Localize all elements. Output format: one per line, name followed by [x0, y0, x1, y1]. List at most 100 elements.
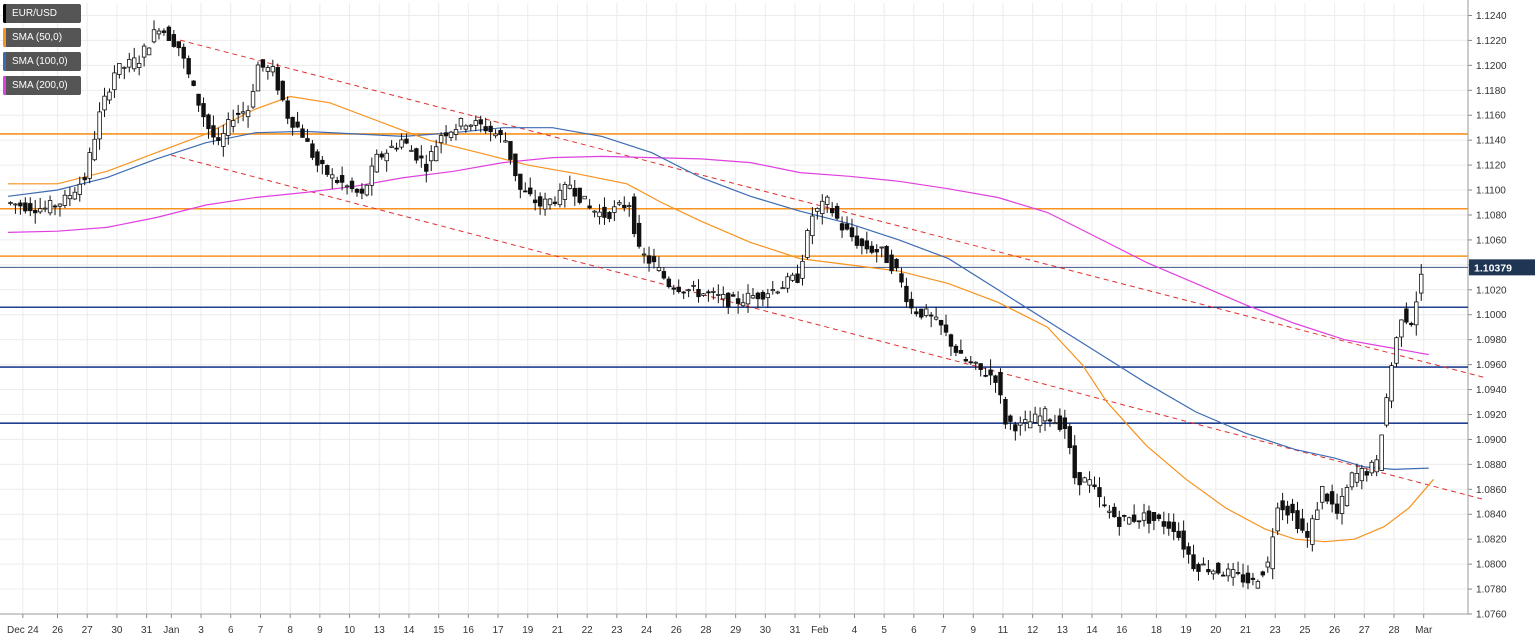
candle-body — [622, 204, 627, 208]
x-tick-label: 13 — [374, 625, 386, 636]
candle-body — [1414, 301, 1419, 326]
candle-body — [542, 198, 548, 210]
candle-body — [1359, 468, 1365, 482]
candle-body — [1191, 554, 1196, 570]
candle-body — [1201, 563, 1206, 566]
candle-body — [726, 292, 731, 308]
candle-body — [1320, 485, 1325, 503]
x-tick-label: 20 — [1210, 625, 1222, 636]
candle-body — [52, 205, 58, 208]
candle-body — [359, 188, 365, 194]
y-tick-label: 1.1240 — [1476, 11, 1507, 22]
legend-label: SMA (50,0) — [12, 32, 63, 43]
candle-body — [226, 119, 231, 136]
candle-body — [1042, 408, 1048, 422]
legend-swatch — [3, 28, 6, 47]
y-tick-label: 1.1200 — [1476, 61, 1507, 72]
candle-body — [132, 57, 137, 70]
candle-body — [1315, 509, 1320, 520]
x-tick-label: 28 — [1388, 625, 1400, 636]
candle-body — [1384, 397, 1389, 426]
candle-body — [141, 45, 147, 58]
candle-body — [1067, 426, 1072, 449]
x-tick-label: 21 — [552, 625, 564, 636]
x-tick-label: 14 — [403, 625, 415, 636]
candle-body — [894, 258, 899, 269]
candle-body — [458, 118, 464, 127]
candle-body — [1250, 577, 1256, 580]
candle-body — [810, 215, 815, 237]
candle-body — [711, 290, 716, 293]
candle-body — [884, 246, 889, 264]
candle-body — [617, 202, 622, 205]
candle-body — [448, 131, 454, 138]
candle-body — [483, 126, 488, 132]
x-tick-label: 26 — [1329, 625, 1341, 636]
candle-body — [196, 93, 201, 106]
candle-body — [869, 245, 874, 253]
x-tick-label: 11 — [998, 625, 1009, 636]
x-tick-label: Dec 24 — [7, 625, 39, 636]
candle-body — [1364, 471, 1369, 476]
x-tick-label: 29 — [730, 625, 742, 636]
candle-body — [973, 361, 978, 364]
x-tick-label: 17 — [492, 625, 504, 636]
candle-body — [914, 311, 919, 315]
candle-body — [760, 291, 766, 300]
candle-body — [740, 302, 746, 307]
y-tick-label: 1.0900 — [1476, 435, 1507, 446]
candle-body — [305, 138, 310, 142]
y-tick-label: 1.0840 — [1476, 510, 1507, 521]
y-tick-label: 1.0780 — [1476, 585, 1507, 596]
legend-label: SMA (100,0) — [12, 56, 68, 67]
legend-item-sma100[interactable]: SMA (100,0) — [3, 52, 81, 71]
candle-body — [339, 175, 345, 183]
x-tick-label: 23 — [611, 625, 623, 636]
candle-body — [1062, 417, 1068, 430]
legend-item-sma50[interactable]: SMA (50,0) — [3, 28, 81, 47]
x-tick-label: 26 — [671, 625, 683, 636]
candle-body — [191, 80, 196, 86]
candle-body — [151, 29, 157, 43]
candle-body — [369, 165, 375, 186]
x-tick-label: Mar — [1415, 625, 1433, 636]
candle-body — [364, 184, 370, 196]
y-tick-label: 1.0800 — [1476, 560, 1507, 571]
x-tick-label: 13 — [1057, 625, 1069, 636]
candle-body — [1156, 514, 1162, 519]
candle-body — [67, 195, 73, 200]
candle-body — [834, 205, 840, 219]
candle-body — [443, 132, 449, 137]
candle-body — [1092, 484, 1097, 488]
candle-body — [1211, 570, 1216, 575]
candle-body — [1112, 506, 1117, 518]
candle-body — [285, 100, 290, 119]
candle-body — [800, 260, 805, 279]
candle-body — [399, 139, 404, 148]
candle-body — [82, 177, 87, 181]
candle-body — [1072, 445, 1077, 479]
candle-body — [597, 211, 602, 218]
legend-item-sma200[interactable]: SMA (200,0) — [3, 76, 81, 95]
x-tick-label: 27 — [1359, 625, 1371, 636]
candle-body — [978, 363, 983, 370]
candle-body — [1285, 505, 1290, 516]
candle-body — [671, 287, 676, 290]
candle-body — [1245, 572, 1251, 584]
candle-body — [112, 72, 117, 91]
candle-body — [146, 47, 152, 56]
candle-body — [988, 369, 993, 376]
candle-body — [518, 173, 523, 190]
candle-body — [1389, 365, 1394, 402]
x-tick-label: 18 — [1151, 625, 1163, 636]
candle-body — [904, 285, 909, 303]
x-tick-label: 12 — [1027, 625, 1039, 636]
sma-200-line — [7, 155, 1429, 356]
candle-body — [429, 151, 434, 162]
candle-body — [691, 284, 696, 287]
y-tick-label: 1.1220 — [1476, 36, 1507, 47]
legend-item-eurusd[interactable]: EUR/USD — [3, 4, 81, 23]
candle-body — [33, 210, 38, 214]
candle-body — [631, 196, 637, 235]
